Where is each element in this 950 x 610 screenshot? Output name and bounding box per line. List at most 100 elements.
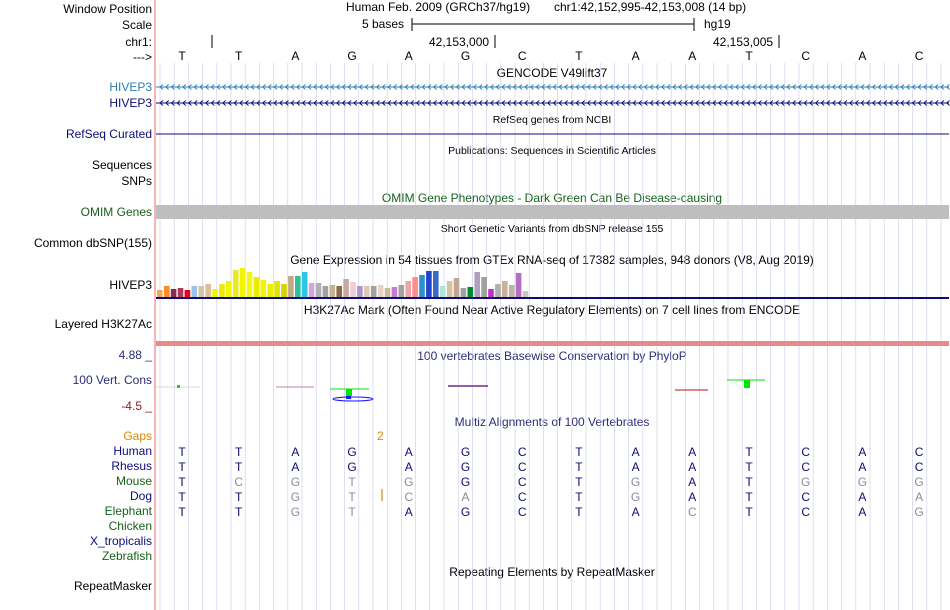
window-position-label: Window Position: [63, 2, 152, 16]
alignment-base: A: [915, 490, 923, 504]
alignment-base: T: [178, 460, 186, 474]
gtex-bar-36: [405, 281, 411, 297]
alignment-base: T: [745, 460, 753, 474]
alignment-base: T: [575, 475, 583, 489]
gap-count: 2: [377, 429, 384, 443]
common-dbsnp-label[interactable]: Common dbSNP(155): [33, 236, 152, 250]
alignment-base: G: [291, 490, 300, 504]
alignment-base: G: [347, 445, 356, 459]
alignment-base: A: [405, 460, 413, 474]
gtex-bar-1: [163, 286, 170, 297]
conservation-track-label[interactable]: 100 Vert. Cons: [72, 373, 152, 387]
multiz-track-title[interactable]: Multiz Alignments of 100 Vertebrates: [454, 415, 650, 429]
phylop-mark: [177, 385, 180, 388]
alignment-base: T: [745, 475, 753, 489]
species-label-rhesus[interactable]: Rhesus: [111, 459, 152, 473]
alignment-base: G: [631, 490, 640, 504]
base-5: G: [461, 49, 470, 63]
gtex-bar-20: [295, 276, 301, 297]
alignment-base: A: [688, 445, 696, 459]
base-3: G: [347, 49, 356, 63]
gtex-bar-15: [260, 280, 267, 297]
alignment-base: C: [518, 460, 527, 474]
alignment-base: T: [178, 445, 186, 459]
alignment-base: A: [291, 445, 299, 459]
species-label-elephant[interactable]: Elephant: [104, 504, 152, 518]
gtex-bar-6: [198, 286, 204, 297]
alignment-base: A: [632, 460, 640, 474]
gtex-bar-12: [239, 268, 246, 297]
gencode-track-title[interactable]: GENCODE V49lift37: [496, 66, 608, 80]
omim-track-title[interactable]: OMIM Gene Phenotypes - Dark Green Can Be…: [381, 191, 723, 205]
alignment-base: A: [632, 505, 640, 519]
alignment-base: G: [461, 445, 470, 459]
base-0: T: [178, 49, 186, 63]
h3k27ac-track-title[interactable]: H3K27Ac Mark (Often Found Near Active Re…: [303, 303, 801, 317]
base-8: A: [632, 49, 640, 63]
alignment-base: C: [688, 505, 697, 519]
gencode-gene-label-1[interactable]: HIVEP3: [109, 80, 152, 94]
publications-sequences-label[interactable]: Sequences: [91, 158, 152, 172]
alignment-base: T: [348, 490, 356, 504]
gtex-track-title[interactable]: Gene Expression in 54 tissues from GTEx …: [290, 253, 814, 267]
refseq-track-title[interactable]: RefSeq genes from NCBI: [492, 114, 612, 126]
gtex-bar-23: [315, 283, 322, 297]
base-1: T: [235, 49, 243, 63]
alignment-base: C: [518, 505, 527, 519]
publications-track-title[interactable]: Publications: Sequences in Scientific Ar…: [448, 145, 656, 157]
gtex-bar-7: [205, 284, 211, 297]
gtex-bar-51: [508, 285, 515, 297]
species-label-human[interactable]: Human: [113, 444, 152, 458]
species-label-dog[interactable]: Dog: [129, 489, 152, 503]
publications-snps-label[interactable]: SNPs: [121, 174, 152, 188]
alignment-base: G: [291, 475, 300, 489]
gtex-bar-49: [495, 284, 501, 297]
gtex-bar-13: [246, 272, 253, 297]
refseq-curated-label[interactable]: RefSeq Curated: [65, 127, 152, 141]
base-9: A: [688, 49, 696, 63]
gtex-bar-30: [364, 286, 370, 297]
alignment-base: A: [858, 505, 866, 519]
gtex-bar-52: [515, 273, 522, 297]
omim-genes-label[interactable]: OMIM Genes: [80, 205, 152, 219]
alignment-base: A: [688, 490, 696, 504]
conservation-min-label: -4.5 _: [121, 399, 152, 413]
alignment-base: A: [858, 490, 866, 504]
gtex-bar-3: [177, 288, 184, 297]
alignment-base: T: [745, 505, 753, 519]
alignment-base: A: [688, 460, 696, 474]
gtex-bar-5: [191, 286, 198, 297]
gtex-bar-26: [336, 286, 342, 297]
base-10: T: [745, 49, 753, 63]
gtex-bar-33: [384, 288, 391, 297]
species-label-zebrafish[interactable]: Zebrafish: [101, 549, 152, 563]
repeatmasker-label[interactable]: RepeatMasker: [73, 579, 152, 593]
gtex-gene-label[interactable]: HIVEP3: [109, 278, 152, 292]
base-2: A: [291, 49, 299, 63]
conservation-track-title[interactable]: 100 vertebrates Basewise Conservation by…: [417, 349, 687, 363]
alignment-base: T: [235, 505, 243, 519]
phylop-blue-oval: [332, 396, 374, 402]
base-13: C: [915, 49, 924, 63]
alignment-base: A: [461, 490, 469, 504]
gtex-bar-9: [219, 284, 225, 297]
gtex-bar-44: [460, 288, 467, 297]
gtex-bar-47: [481, 277, 487, 297]
gtex-bar-50: [502, 281, 508, 297]
alignment-base: C: [915, 445, 924, 459]
species-label-mouse[interactable]: Mouse: [115, 474, 152, 488]
species-label-chicken[interactable]: Chicken: [108, 519, 152, 533]
window-position[interactable]: chr1:42,152,995-42,153,008 (14 bp): [554, 0, 747, 14]
gtex-bar-45: [467, 287, 474, 297]
alignment-base: G: [347, 460, 356, 474]
gencode-gene-label-2[interactable]: HIVEP3: [109, 96, 152, 110]
layered-h3k27ac-label[interactable]: Layered H3K27Ac: [54, 317, 152, 331]
gtex-bar-25: [329, 285, 336, 297]
multiz-gaps-label[interactable]: Gaps: [123, 429, 152, 443]
alignment-base: C: [404, 490, 413, 504]
species-label-x_tropicalis[interactable]: X_tropicalis: [89, 534, 152, 548]
gtex-bar-17: [274, 281, 280, 297]
dbsnp-track-title[interactable]: Short Genetic Variants from dbSNP releas…: [440, 223, 664, 235]
alignment-base: T: [235, 460, 243, 474]
